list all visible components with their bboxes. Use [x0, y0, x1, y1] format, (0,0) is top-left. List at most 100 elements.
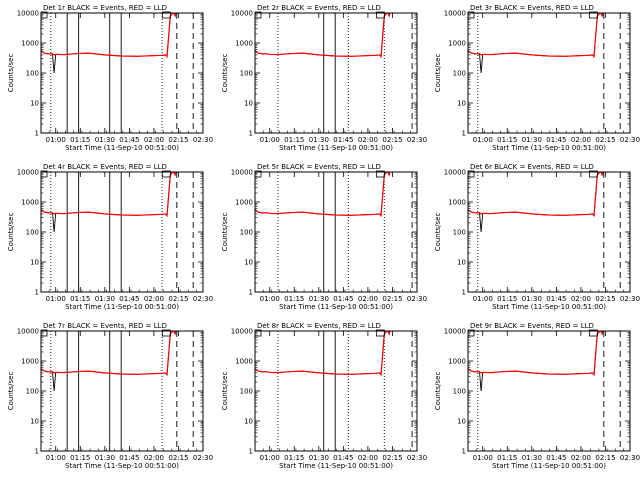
- series-line-black: [255, 331, 391, 376]
- y-tick-label: 1000: [235, 40, 253, 48]
- y-axis-label: Counts/sec: [7, 213, 15, 252]
- x-tick-label: 02:15: [595, 295, 615, 303]
- y-tick-label: 10: [457, 418, 466, 426]
- x-tick-label: 01:30: [95, 136, 115, 144]
- y-tick-label: 100: [453, 388, 466, 396]
- y-tick-label: 1: [35, 130, 39, 138]
- y-axis-label: Counts/sec: [434, 213, 442, 252]
- plot-frame: [254, 171, 418, 293]
- x-tick-label: 01:15: [284, 454, 304, 462]
- y-tick-label: 10000: [231, 10, 253, 18]
- x-axis-label: Start Time (11-Sep-10 00:51:00): [279, 462, 393, 470]
- x-axis-label: Start Time (11-Sep-10 00:51:00): [492, 462, 606, 470]
- y-tick-label: 10: [30, 259, 39, 267]
- x-tick-label: 01:30: [309, 454, 329, 462]
- series-line-red: [255, 172, 391, 218]
- x-tick-label: 01:00: [473, 136, 493, 144]
- y-tick-label: 10: [30, 100, 39, 108]
- y-tick-label: 1: [462, 289, 466, 297]
- y-tick-label: 10000: [17, 10, 39, 18]
- y-tick-label: 10000: [17, 169, 39, 177]
- y-tick-label: 100: [240, 229, 253, 237]
- chart-panel-8: Det 8r BLACK = Events, RED = LLD 1 10 100 10…: [221, 322, 427, 470]
- y-tick-label: 1: [462, 130, 466, 138]
- transition-marker-box: [588, 11, 598, 19]
- x-tick-label: 02:00: [144, 295, 164, 303]
- y-tick-label: 1: [249, 130, 253, 138]
- series-line-red: [468, 172, 604, 218]
- x-tick-label: 01:30: [95, 295, 115, 303]
- series-line-red: [41, 331, 177, 377]
- y-axis-label: Counts/sec: [434, 54, 442, 93]
- series-line-black: [468, 13, 604, 74]
- y-tick-label: 10: [457, 259, 466, 267]
- y-tick-label: 10: [244, 418, 253, 426]
- series-line-red: [255, 331, 391, 377]
- chart-panel-6: Det 6r BLACK = Events, RED = LLD 1 10 100 10…: [434, 163, 640, 311]
- transition-marker-box: [375, 170, 385, 178]
- x-tick-label: 02:30: [193, 136, 213, 144]
- x-tick-label: 01:30: [95, 454, 115, 462]
- x-tick-label: 02:15: [382, 295, 402, 303]
- series-line-black: [468, 331, 604, 392]
- plot-frame: [40, 330, 204, 452]
- x-tick-label: 02:15: [595, 136, 615, 144]
- x-tick-label: 01:45: [119, 295, 139, 303]
- x-tick-label: 02:30: [407, 454, 427, 462]
- x-tick-label: 02:00: [571, 136, 591, 144]
- x-tick-label: 02:00: [358, 136, 378, 144]
- transition-marker-box: [161, 329, 171, 337]
- y-tick-label: 10: [244, 259, 253, 267]
- transition-marker-box: [375, 11, 385, 19]
- x-tick-label: 01:00: [260, 136, 280, 144]
- chart-title: Det 7r BLACK = Events, RED = LLD: [43, 322, 167, 330]
- plot-frame: [467, 330, 631, 452]
- y-tick-label: 1: [249, 289, 253, 297]
- series-line-red: [468, 13, 604, 59]
- x-tick-label: 01:00: [46, 136, 66, 144]
- series-line-black: [255, 172, 391, 217]
- x-axis-label: Start Time (11-Sep-10 00:51:00): [492, 303, 606, 311]
- x-tick-label: 02:15: [595, 454, 615, 462]
- y-tick-label: 100: [453, 70, 466, 78]
- plot-frame: [40, 12, 204, 134]
- y-tick-label: 1000: [21, 358, 39, 366]
- series-line-black: [41, 172, 177, 233]
- x-axis-label: Start Time (11-Sep-10 00:51:00): [65, 144, 179, 152]
- x-tick-label: 01:30: [522, 454, 542, 462]
- x-tick-label: 01:00: [473, 295, 493, 303]
- x-tick-label: 01:30: [309, 136, 329, 144]
- y-tick-label: 1000: [448, 199, 466, 207]
- x-axis-label: Start Time (11-Sep-10 00:51:00): [492, 144, 606, 152]
- plot-frame: [40, 171, 204, 293]
- series-line-black: [41, 13, 177, 74]
- series-line-black: [255, 13, 391, 58]
- x-tick-label: 02:15: [168, 454, 188, 462]
- y-tick-label: 1: [35, 289, 39, 297]
- y-tick-label: 1: [249, 448, 253, 456]
- x-axis-label: Start Time (11-Sep-10 00:51:00): [65, 303, 179, 311]
- chart-panel-3: Det 3r BLACK = Events, RED = LLD 1 10 100 10…: [434, 4, 640, 152]
- x-tick-label: 02:15: [382, 454, 402, 462]
- y-tick-label: 100: [453, 229, 466, 237]
- x-tick-label: 01:00: [260, 454, 280, 462]
- x-tick-label: 02:00: [144, 136, 164, 144]
- transition-marker-box: [161, 170, 171, 178]
- series-line-black: [468, 172, 604, 233]
- x-tick-label: 01:15: [497, 454, 517, 462]
- chart-panel-4: Det 4r BLACK = Events, RED = LLD 1 10 100 10…: [7, 163, 213, 311]
- x-tick-label: 01:45: [119, 454, 139, 462]
- plot-frame: [467, 12, 631, 134]
- plot-frame: [254, 330, 418, 452]
- x-tick-label: 02:30: [407, 136, 427, 144]
- x-tick-label: 01:45: [546, 295, 566, 303]
- chart-title: Det 4r BLACK = Events, RED = LLD: [43, 163, 167, 171]
- x-tick-label: 02:30: [407, 295, 427, 303]
- x-tick-label: 01:30: [522, 295, 542, 303]
- x-tick-label: 01:00: [473, 454, 493, 462]
- plot-frame: [467, 171, 631, 293]
- chart-panel-9: Det 9r BLACK = Events, RED = LLD 1 10 100 10…: [434, 322, 640, 470]
- x-tick-label: 01:30: [309, 295, 329, 303]
- x-tick-label: 01:00: [46, 454, 66, 462]
- y-tick-label: 100: [26, 229, 39, 237]
